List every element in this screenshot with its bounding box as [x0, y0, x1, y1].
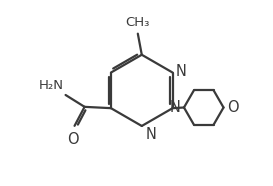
- Text: N: N: [145, 127, 156, 142]
- Text: N: N: [176, 64, 187, 79]
- Text: N: N: [170, 100, 181, 115]
- Text: O: O: [67, 132, 79, 147]
- Text: O: O: [227, 100, 238, 115]
- Text: H₂N: H₂N: [38, 79, 63, 92]
- Text: CH₃: CH₃: [126, 16, 150, 29]
